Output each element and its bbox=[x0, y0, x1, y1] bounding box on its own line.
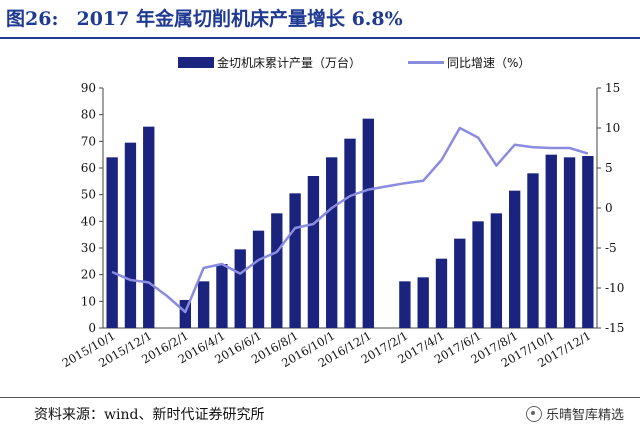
bar bbox=[435, 258, 448, 328]
left-tick-label: 0 bbox=[88, 321, 96, 335]
left-tick-label: 50 bbox=[81, 188, 96, 202]
left-tick-label: 90 bbox=[81, 81, 96, 95]
watermark-text: 乐晴智库精选 bbox=[545, 408, 624, 423]
bar bbox=[545, 154, 557, 328]
right-tick-label: 0 bbox=[605, 201, 613, 215]
source-note: 资料来源：wind、新时代证券研究所 bbox=[34, 407, 265, 423]
watermark: 乐晴智库精选 bbox=[525, 404, 624, 423]
bar bbox=[472, 221, 484, 328]
bar bbox=[179, 300, 192, 328]
right-tick-label: 15 bbox=[605, 81, 620, 95]
right-tick-label: 10 bbox=[605, 121, 620, 135]
legend-item-bars: 金切机床累计产量（万台） bbox=[178, 54, 361, 71]
bar bbox=[106, 157, 118, 328]
figure-title-text: 2017 年金属切削机床产量增长 6.8% bbox=[76, 8, 403, 30]
legend-bar-swatch bbox=[178, 57, 214, 68]
left-tick-label: 80 bbox=[81, 108, 96, 122]
bar bbox=[563, 157, 576, 328]
title-divider bbox=[0, 37, 640, 39]
bar bbox=[527, 173, 539, 328]
bar bbox=[326, 157, 338, 328]
bar bbox=[143, 126, 155, 329]
bar bbox=[307, 176, 320, 328]
legend-line-label: 同比增速（%） bbox=[447, 56, 531, 70]
bar bbox=[234, 249, 246, 328]
left-tick-label: 40 bbox=[81, 214, 96, 228]
right-tick-label: 5 bbox=[605, 161, 613, 175]
bar bbox=[508, 190, 521, 328]
bar bbox=[216, 264, 228, 328]
wechat-icon bbox=[525, 406, 542, 422]
bar bbox=[197, 281, 210, 328]
bar bbox=[490, 213, 503, 328]
chart-area: 0102030405060708090-15-10-50510152015/10… bbox=[60, 81, 625, 370]
right-tick-label: -5 bbox=[605, 241, 617, 255]
bar bbox=[124, 142, 137, 328]
bar bbox=[271, 213, 283, 328]
bar bbox=[344, 138, 356, 328]
right-tick-label: -10 bbox=[605, 281, 624, 295]
chart-legend: 金切机床累计产量（万台） 同比增速（%） bbox=[0, 54, 640, 70]
left-tick-label: 10 bbox=[81, 294, 96, 308]
bar bbox=[289, 193, 301, 328]
legend-item-line: 同比增速（%） bbox=[408, 54, 530, 71]
left-tick-label: 70 bbox=[81, 134, 96, 148]
bar bbox=[252, 230, 265, 328]
bar bbox=[362, 118, 374, 329]
footer-divider bbox=[0, 397, 640, 398]
figure-title: 图26: 2017 年金属切削机床产量增长 6.8% bbox=[6, 4, 403, 31]
bar bbox=[454, 238, 466, 328]
figure-number: 图26: bbox=[6, 8, 59, 30]
bar bbox=[582, 156, 594, 328]
right-tick-label: -15 bbox=[605, 321, 624, 335]
bar bbox=[417, 277, 429, 328]
left-tick-label: 60 bbox=[81, 161, 96, 175]
legend-line-swatch bbox=[408, 61, 444, 64]
bar bbox=[399, 281, 411, 328]
left-tick-label: 20 bbox=[81, 268, 96, 282]
left-tick-label: 30 bbox=[81, 241, 96, 255]
legend-bar-label: 金切机床累计产量（万台） bbox=[217, 56, 362, 70]
